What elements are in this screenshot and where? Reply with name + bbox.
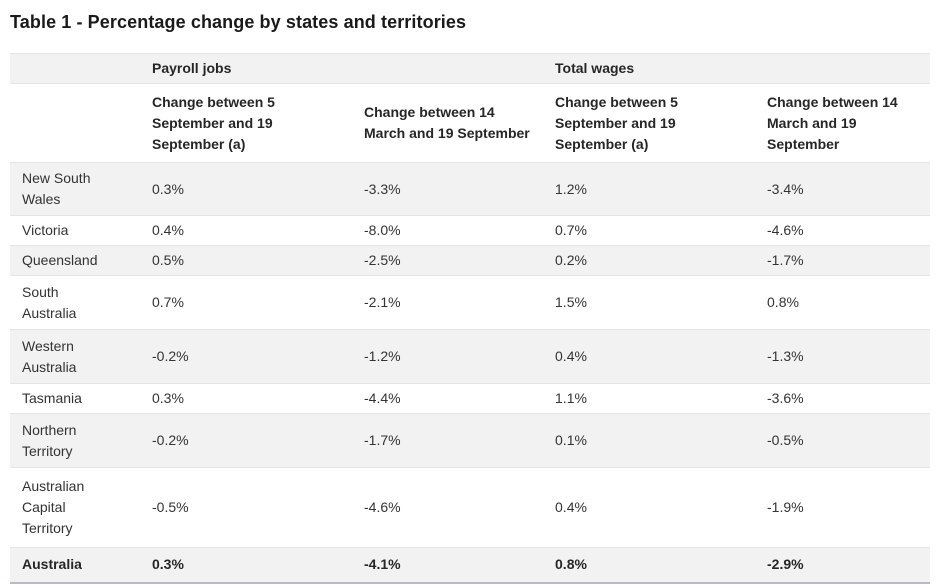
cell-value: -8.0% xyxy=(364,222,401,238)
corner-cell xyxy=(10,84,140,163)
cell-value: -1.7% xyxy=(767,252,804,268)
table-row-western-australia: Western Australia -0.2% -1.2% 0.4% -1.3% xyxy=(10,329,931,384)
sub-header-payroll-5sep: Change between 5 September and 19 Septem… xyxy=(152,93,275,152)
sub-header-wages-5sep: Change between 5 September and 19 Septem… xyxy=(555,93,678,152)
cell-value: -1.3% xyxy=(767,348,804,364)
cell-value: -4.6% xyxy=(767,222,804,238)
cell-value: -2.1% xyxy=(364,294,401,310)
row-label: New South Wales xyxy=(22,170,91,207)
row-label: Australia xyxy=(22,556,82,573)
cell-value: -1.7% xyxy=(364,432,401,448)
col-group-total-wages: Total wages xyxy=(555,60,635,76)
row-label: Northern Territory xyxy=(22,421,77,459)
sub-header-row: Change between 5 September and 19 Septem… xyxy=(10,84,931,163)
cell-value: 1.1% xyxy=(555,390,587,406)
cell-value: 0.4% xyxy=(555,348,587,364)
cell-value: 0.3% xyxy=(152,556,184,573)
table-row-northern-territory: Northern Territory -0.2% -1.7% 0.1% -0.5… xyxy=(10,413,931,468)
cell-value: -1.2% xyxy=(364,348,401,364)
table-row-new-south-wales: New South Wales 0.3% -3.3% 1.2% -3.4% xyxy=(10,162,931,216)
cell-value: 0.3% xyxy=(152,390,184,406)
cell-value: 1.5% xyxy=(555,294,587,310)
cell-value: -0.5% xyxy=(152,499,189,515)
cell-value: 0.2% xyxy=(555,252,587,268)
cell-value: 0.8% xyxy=(555,556,587,573)
table-row-queensland: Queensland 0.5% -2.5% 0.2% -1.7% xyxy=(10,245,931,276)
cell-value: -2.5% xyxy=(364,252,401,268)
cell-value: 0.7% xyxy=(152,294,184,310)
row-label: South Australia xyxy=(22,283,77,321)
table-title: Table 1 - Percentage change by states an… xyxy=(10,12,467,32)
row-label: Western Australia xyxy=(22,337,77,375)
col-group-payroll-jobs: Payroll jobs xyxy=(152,60,232,76)
cell-value: 1.2% xyxy=(555,180,587,197)
row-label: Tasmania xyxy=(22,390,82,406)
cell-value: -4.1% xyxy=(364,556,401,573)
cell-value: -0.2% xyxy=(152,432,189,448)
table-row-tasmania: Tasmania 0.3% -4.4% 1.1% -3.6% xyxy=(10,384,931,414)
table-row-australian-capital-territory: Australian Capital Territory -0.5% -4.6%… xyxy=(10,468,931,548)
cell-value: -1.9% xyxy=(767,499,804,515)
cell-value: -3.4% xyxy=(767,180,804,197)
table-row-south-australia: South Australia 0.7% -2.1% 1.5% 0.8% xyxy=(10,276,931,330)
cell-value: 0.5% xyxy=(152,252,184,268)
percentage-change-table: Payroll jobs Total wages Change between … xyxy=(10,53,931,584)
column-group-header-row: Payroll jobs Total wages xyxy=(10,53,931,84)
cell-value: -3.6% xyxy=(767,390,804,406)
row-label: Australian Capital Territory xyxy=(22,478,85,536)
cell-value: 0.3% xyxy=(152,180,184,197)
cell-value: 0.4% xyxy=(152,222,184,238)
cell-value: 0.4% xyxy=(555,499,587,515)
cell-value: -2.9% xyxy=(767,556,804,573)
cell-value: 0.7% xyxy=(555,222,587,238)
cell-value: -0.2% xyxy=(152,348,189,364)
cell-value: -3.3% xyxy=(364,180,401,197)
cell-value: -4.6% xyxy=(364,499,401,515)
corner-cell xyxy=(10,54,140,84)
cell-value: -4.4% xyxy=(364,390,401,406)
sub-header-payroll-14mar: Change between 14 March and 19 September xyxy=(364,104,530,141)
table-row-victoria: Victoria 0.4% -8.0% 0.7% -4.6% xyxy=(10,216,931,246)
sub-header-wages-14mar: Change between 14 March and 19 September xyxy=(767,93,898,152)
table-row-australia-total: Australia 0.3% -4.1% 0.8% -2.9% xyxy=(10,547,931,583)
cell-value: 0.1% xyxy=(555,432,587,448)
cell-value: -0.5% xyxy=(767,432,804,448)
cell-value: 0.8% xyxy=(767,294,799,310)
row-label: Victoria xyxy=(22,222,69,238)
row-label: Queensland xyxy=(22,252,98,268)
